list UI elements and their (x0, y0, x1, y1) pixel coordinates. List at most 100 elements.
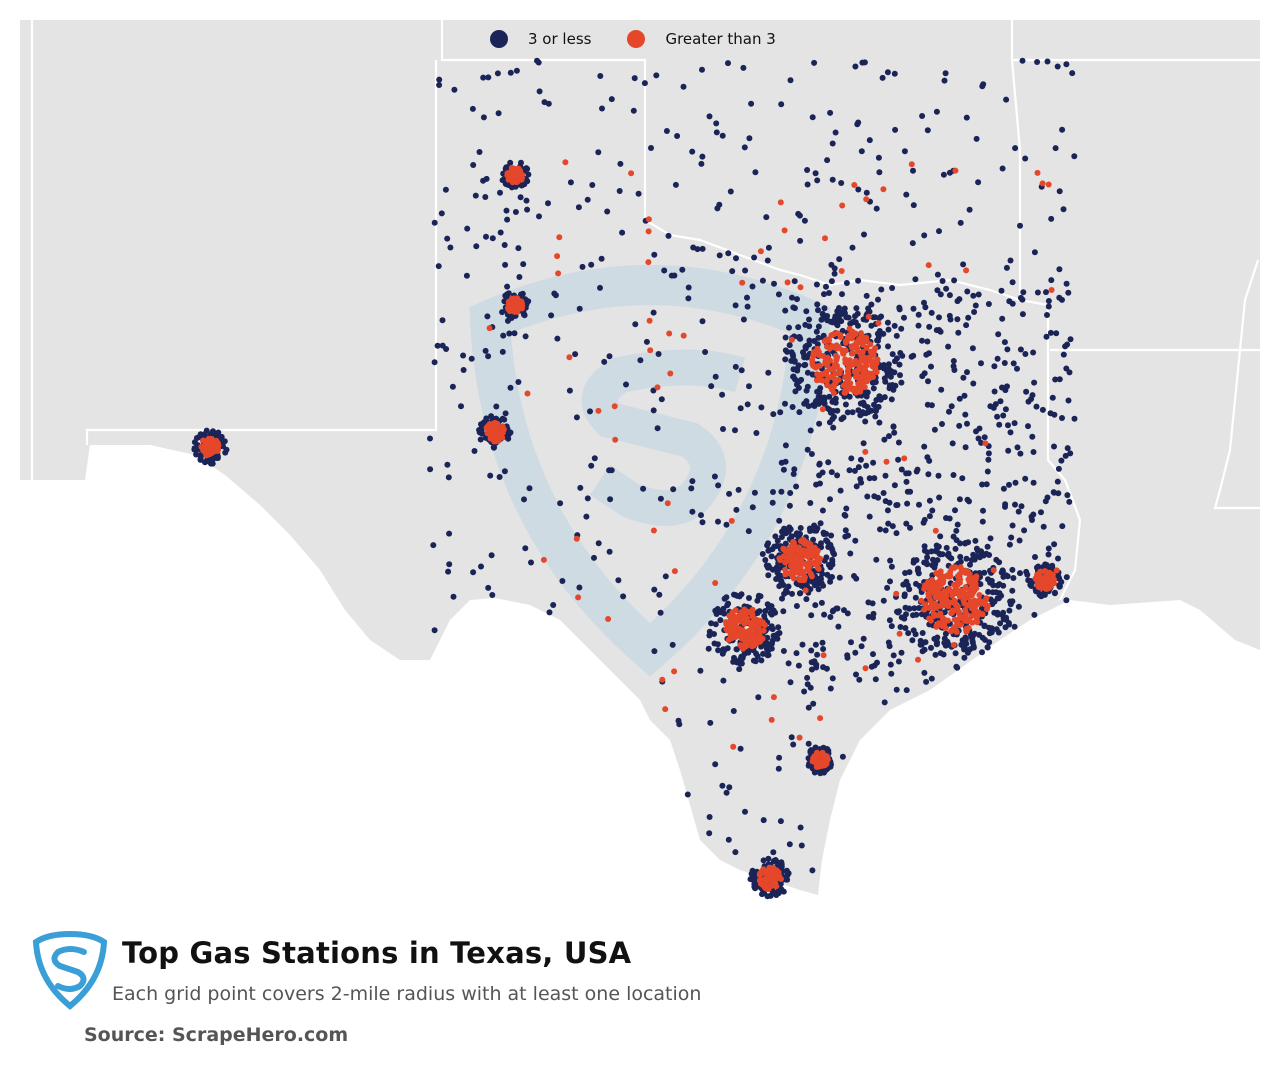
grid-point-high (801, 574, 808, 581)
grid-point (855, 186, 862, 193)
grid-point-high (595, 407, 602, 414)
grid-point (480, 74, 487, 81)
grid-point (577, 484, 584, 491)
grid-point (926, 497, 933, 504)
grid-point (1001, 360, 1008, 366)
grid-point (715, 647, 722, 654)
grid-point (803, 596, 810, 603)
grid-point (1012, 501, 1018, 508)
grid-point (725, 836, 732, 843)
grid-point-high (867, 374, 874, 381)
grid-point (856, 676, 863, 683)
grid-point (1023, 388, 1030, 395)
grid-point (782, 540, 789, 547)
grid-point (892, 126, 899, 133)
grid-point (712, 761, 719, 768)
grid-point (868, 301, 875, 308)
grid-point (1025, 423, 1031, 430)
grid-point (827, 496, 833, 503)
grid-point (948, 403, 955, 410)
grid-point (572, 351, 579, 358)
grid-point (759, 891, 765, 898)
grid-point-high (934, 612, 941, 619)
grid-point (834, 407, 841, 414)
grid-point (958, 641, 965, 648)
grid-point (849, 244, 856, 251)
grid-point (964, 649, 971, 656)
grid-point (832, 313, 839, 320)
grid-point (785, 660, 792, 667)
grid-point (616, 188, 623, 194)
grid-point (905, 470, 912, 477)
grid-point-high (747, 627, 754, 633)
grid-point (807, 500, 814, 506)
grid-point (640, 485, 647, 492)
grid-point (1020, 289, 1027, 296)
grid-point (804, 383, 811, 390)
grid-point (501, 468, 508, 475)
grid-point (985, 450, 992, 457)
grid-point-high (974, 619, 981, 626)
grid-point (712, 373, 719, 380)
grid-point (994, 609, 1001, 616)
grid-point (535, 59, 542, 66)
grid-point-high (510, 307, 517, 314)
grid-point (1029, 433, 1036, 440)
grid-point (463, 272, 470, 279)
grid-point (827, 541, 834, 548)
grid-point (472, 192, 479, 199)
grid-point (1045, 298, 1052, 304)
grid-point-high (871, 347, 877, 354)
grid-point (1067, 450, 1074, 457)
grid-point (723, 521, 730, 528)
grid-point-high (862, 448, 869, 455)
grid-point (880, 597, 887, 604)
grid-point (858, 479, 865, 486)
grid-point-high (824, 755, 831, 762)
grid-point (925, 471, 932, 478)
grid-point (503, 207, 510, 214)
grid-point (1005, 422, 1011, 429)
grid-point (964, 496, 971, 503)
grid-point-high (215, 442, 222, 449)
grid-point (737, 405, 744, 412)
grid-point (1052, 589, 1058, 596)
grid-point (804, 446, 811, 453)
grid-point (787, 490, 794, 496)
grid-point (1012, 145, 1019, 152)
grid-point (981, 569, 988, 576)
grid-point (891, 369, 898, 376)
grid-point (829, 140, 836, 147)
grid-point (951, 367, 958, 373)
grid-point (1051, 443, 1057, 450)
grid-point (938, 386, 945, 393)
grid-point (1069, 70, 1076, 77)
grid-point (699, 245, 706, 252)
grid-point-high (680, 332, 687, 339)
grid-point (879, 74, 886, 81)
grid-point (1071, 415, 1078, 422)
grid-point (838, 318, 845, 325)
grid-point-high (1045, 181, 1052, 188)
grid-point (489, 592, 496, 598)
grid-point-high (863, 334, 870, 341)
grid-point (607, 496, 614, 503)
grid-point (589, 182, 596, 188)
grid-point-high (853, 370, 860, 377)
grid-point (548, 312, 555, 319)
grid-point (752, 169, 759, 176)
grid-point (1003, 264, 1010, 271)
grid-point-high (787, 570, 794, 577)
grid-point (884, 319, 891, 326)
grid-point (699, 519, 706, 526)
grid-point-high (797, 284, 804, 291)
grid-point (504, 434, 511, 440)
grid-point (933, 542, 940, 549)
grid-point (846, 467, 853, 474)
grid-point-high (846, 325, 853, 332)
grid-point (662, 573, 669, 580)
grid-point (583, 513, 590, 520)
grid-point (760, 650, 767, 657)
grid-point (999, 568, 1006, 574)
grid-point (814, 651, 821, 658)
